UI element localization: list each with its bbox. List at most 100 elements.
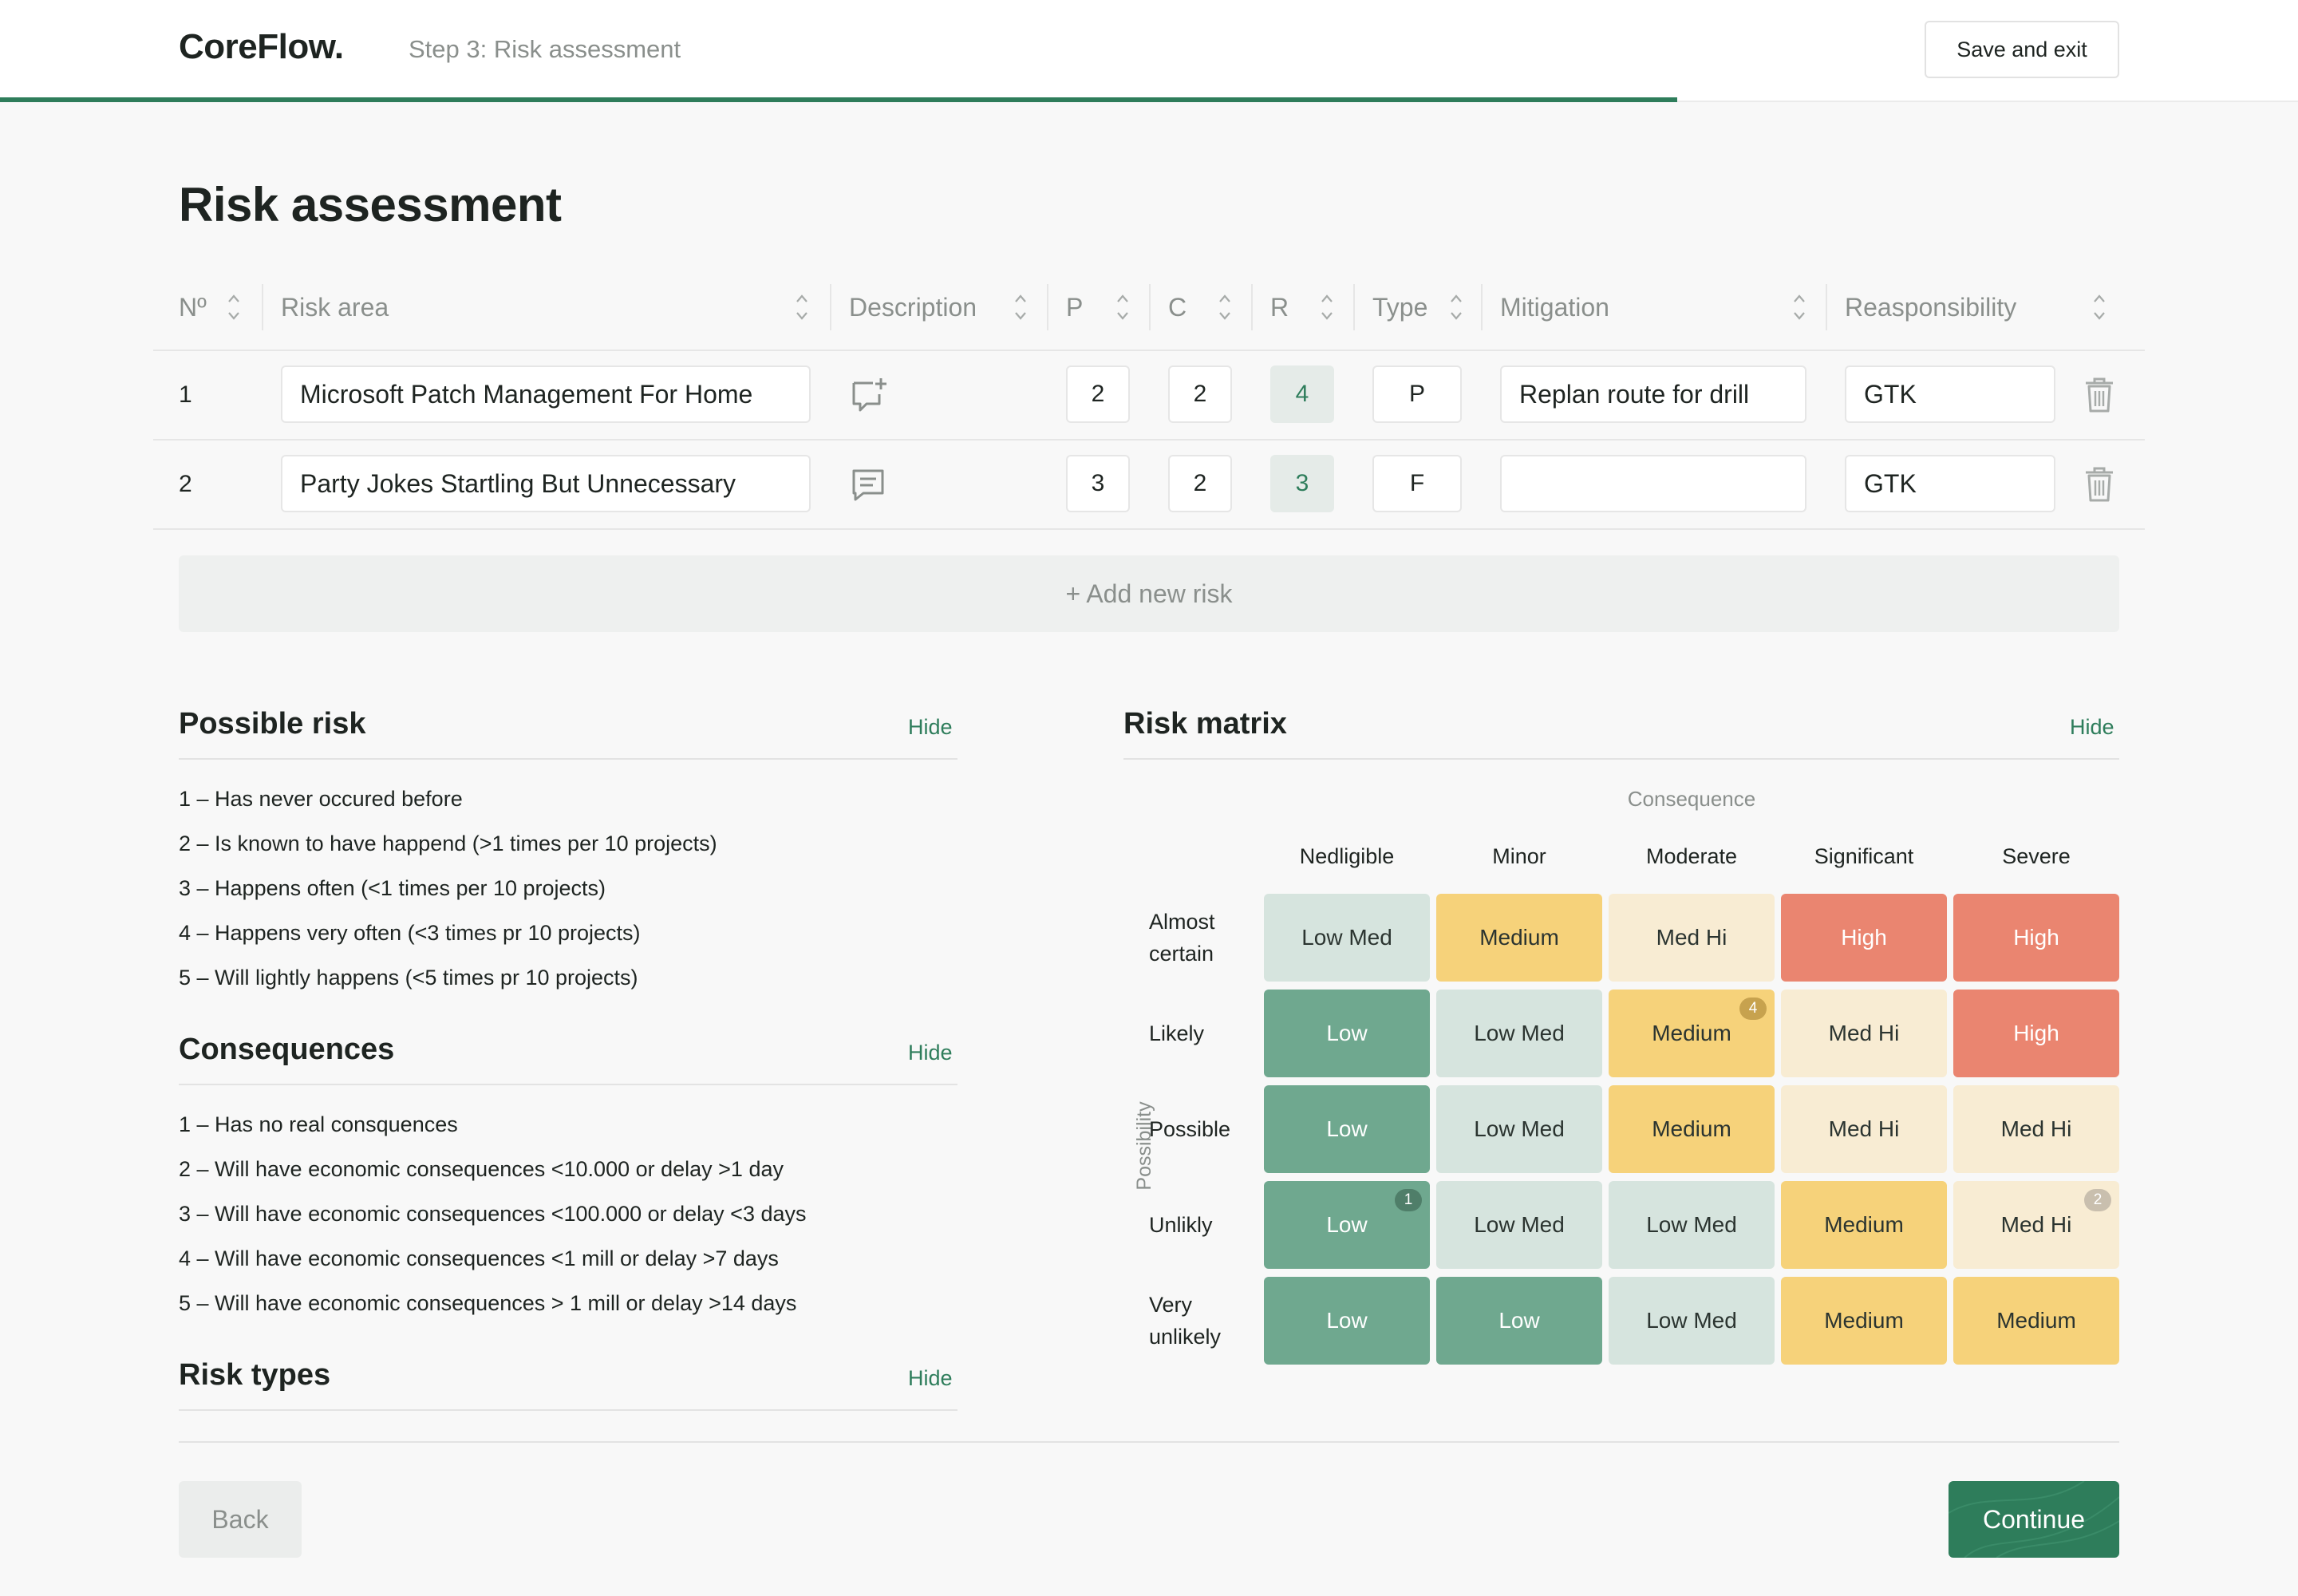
matrix-cell-label: Med Hi bbox=[1829, 1116, 1900, 1142]
matrix-column-label: Minor bbox=[1436, 844, 1602, 869]
responsibility-input[interactable]: GTK bbox=[1845, 455, 2055, 512]
matrix-cell[interactable]: Med Hi bbox=[1953, 1085, 2119, 1173]
info-line: 2 – Is known to have happend (>1 times p… bbox=[179, 832, 717, 856]
col-mitigation-header[interactable]: Mitigation bbox=[1500, 287, 1609, 327]
matrix-cell[interactable]: Med Hi bbox=[1781, 990, 1947, 1077]
risk-area-input[interactable]: Party Jokes Startling But Unnecessary bbox=[281, 455, 811, 512]
sort-icon[interactable] bbox=[1115, 294, 1130, 321]
risk-count-badge: 1 bbox=[1395, 1189, 1422, 1211]
matrix-cell[interactable]: Med Hi bbox=[1609, 894, 1775, 982]
matrix-cell[interactable]: Low 1 bbox=[1264, 1181, 1430, 1269]
matrix-cell[interactable]: Medium bbox=[1781, 1181, 1947, 1269]
column-separator bbox=[1047, 284, 1048, 330]
section-divider bbox=[179, 1409, 958, 1411]
matrix-cell[interactable]: High bbox=[1781, 894, 1947, 982]
matrix-cell[interactable]: Medium 4 bbox=[1609, 990, 1775, 1077]
sort-icon[interactable] bbox=[1218, 294, 1232, 321]
matrix-cell-label: Medium bbox=[1479, 925, 1559, 950]
comment-add-icon[interactable] bbox=[849, 375, 887, 413]
matrix-cell[interactable]: High bbox=[1953, 894, 2119, 982]
col-type-header[interactable]: Type bbox=[1372, 287, 1427, 327]
risk-area-input[interactable]: Microsoft Patch Management For Home bbox=[281, 365, 811, 423]
matrix-cell[interactable]: Low bbox=[1264, 1085, 1430, 1173]
matrix-cell[interactable]: Medium bbox=[1953, 1277, 2119, 1365]
continue-button[interactable]: Continue bbox=[1949, 1481, 2119, 1558]
matrix-cell[interactable]: Med Hi 2 bbox=[1953, 1181, 2119, 1269]
possible-risk-hide-link[interactable]: Hide bbox=[908, 715, 953, 740]
matrix-cell-label: Med Hi bbox=[2001, 1212, 2072, 1238]
info-line: 1 – Has no real consquences bbox=[179, 1112, 458, 1137]
c-value-field[interactable]: 2 bbox=[1168, 365, 1232, 423]
matrix-cell-label: Low bbox=[1326, 1116, 1367, 1142]
sort-icon[interactable] bbox=[795, 294, 809, 321]
matrix-cell[interactable]: Low bbox=[1264, 990, 1430, 1077]
matrix-cell-label: Low Med bbox=[1474, 1116, 1565, 1142]
sort-icon[interactable] bbox=[1320, 294, 1334, 321]
matrix-cell[interactable]: Low bbox=[1436, 1277, 1602, 1365]
consequences-hide-link[interactable]: Hide bbox=[908, 1041, 953, 1065]
c-value-field[interactable]: 2 bbox=[1168, 455, 1232, 512]
matrix-cell[interactable]: Low Med bbox=[1436, 1085, 1602, 1173]
matrix-row-label-line: Unlikly bbox=[1149, 1209, 1261, 1241]
type-field[interactable]: P bbox=[1372, 365, 1462, 423]
info-line: 5 – Will lightly happens (<5 times pr 10… bbox=[179, 966, 638, 990]
matrix-cell[interactable]: Medium bbox=[1609, 1085, 1775, 1173]
matrix-cell[interactable]: Low bbox=[1264, 1277, 1430, 1365]
matrix-cell[interactable]: Low Med bbox=[1609, 1277, 1775, 1365]
col-p-header[interactable]: P bbox=[1066, 287, 1083, 327]
trash-icon[interactable] bbox=[2083, 466, 2116, 503]
matrix-row-label: Almost certain bbox=[1149, 894, 1261, 982]
add-new-risk-button[interactable]: + Add new risk bbox=[179, 555, 2119, 632]
comment-icon[interactable] bbox=[849, 464, 887, 503]
matrix-column-label: Moderate bbox=[1609, 844, 1775, 869]
column-separator bbox=[1353, 284, 1355, 330]
matrix-cell-label: Low Med bbox=[1646, 1212, 1737, 1238]
matrix-row-label-line: certain bbox=[1149, 938, 1261, 970]
mitigation-input[interactable]: Replan route for drill bbox=[1500, 365, 1806, 423]
col-r-header[interactable]: R bbox=[1270, 287, 1289, 327]
matrix-cell[interactable]: Low Med bbox=[1264, 894, 1430, 982]
sort-icon[interactable] bbox=[227, 294, 241, 321]
col-responsibility-header[interactable]: Reasponsibility bbox=[1845, 287, 2016, 327]
col-number-header[interactable]: Nº bbox=[179, 287, 207, 327]
trash-icon[interactable] bbox=[2083, 377, 2116, 413]
p-value-field[interactable]: 3 bbox=[1066, 455, 1130, 512]
matrix-row-label-line: Possible bbox=[1149, 1113, 1261, 1145]
info-line: 4 – Will have economic consequences <1 m… bbox=[179, 1246, 779, 1271]
type-field[interactable]: F bbox=[1372, 455, 1462, 512]
sort-icon[interactable] bbox=[2092, 294, 2106, 321]
responsibility-input[interactable]: GTK bbox=[1845, 365, 2055, 423]
info-line: 4 – Happens very often (<3 times pr 10 p… bbox=[179, 921, 641, 946]
col-c-header[interactable]: C bbox=[1168, 287, 1187, 327]
matrix-cell[interactable]: Low Med bbox=[1436, 1181, 1602, 1269]
matrix-cell-label: Med Hi bbox=[1656, 925, 1727, 950]
risk-matrix-hide-link[interactable]: Hide bbox=[2070, 715, 2114, 740]
matrix-cell[interactable]: High bbox=[1953, 990, 2119, 1077]
sort-icon[interactable] bbox=[1449, 294, 1463, 321]
row-number: 1 bbox=[179, 381, 192, 409]
possible-risk-title: Possible risk bbox=[179, 707, 365, 741]
back-button[interactable]: Back bbox=[179, 1481, 302, 1558]
risk-types-hide-link[interactable]: Hide bbox=[908, 1366, 953, 1391]
matrix-cell-label: Medium bbox=[1652, 1116, 1731, 1142]
matrix-cell-label: High bbox=[1841, 925, 1887, 950]
app-logo[interactable]: CoreFlow. bbox=[179, 27, 344, 67]
col-risk-area-header[interactable]: Risk area bbox=[281, 287, 389, 327]
sort-icon[interactable] bbox=[1013, 294, 1028, 321]
column-separator bbox=[262, 284, 263, 330]
matrix-cell[interactable]: Low Med bbox=[1436, 990, 1602, 1077]
matrix-cell[interactable]: Medium bbox=[1436, 894, 1602, 982]
matrix-cell[interactable]: Medium bbox=[1781, 1277, 1947, 1365]
matrix-cell-label: Medium bbox=[1996, 1308, 2076, 1333]
mitigation-input[interactable] bbox=[1500, 455, 1806, 512]
matrix-cell-label: Low Med bbox=[1646, 1308, 1737, 1333]
p-value-field[interactable]: 2 bbox=[1066, 365, 1130, 423]
matrix-cell[interactable]: Low Med bbox=[1609, 1181, 1775, 1269]
matrix-cell[interactable]: Med Hi bbox=[1781, 1085, 1947, 1173]
col-description-header[interactable]: Description bbox=[849, 287, 977, 327]
save-and-exit-button[interactable]: Save and exit bbox=[1925, 21, 2119, 78]
sort-icon[interactable] bbox=[1792, 294, 1806, 321]
matrix-cell-label: Low Med bbox=[1474, 1212, 1565, 1238]
info-line: 1 – Has never occured before bbox=[179, 787, 463, 812]
info-line: 3 – Happens often (<1 times per 10 proje… bbox=[179, 876, 606, 901]
